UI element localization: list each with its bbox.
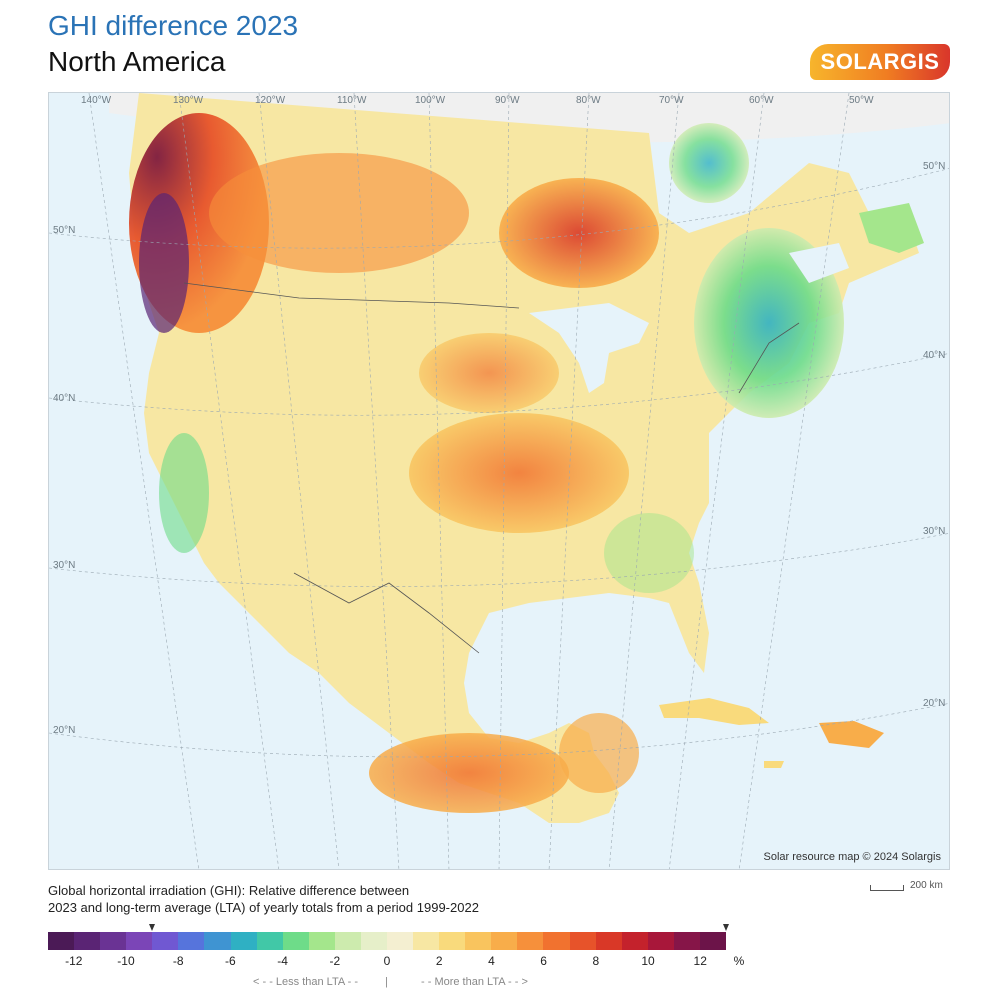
lon-label: 120°W: [255, 95, 286, 106]
scale-label: 200 km: [910, 880, 943, 891]
legend-swatch: [595, 932, 622, 950]
legend-tick-label: 0: [383, 954, 391, 968]
legend-tick-label: 4: [488, 954, 495, 968]
legend-swatch: [282, 932, 309, 950]
legend-marker: [723, 924, 729, 931]
anomaly-labrador: [669, 123, 749, 203]
legend-swatch: [647, 932, 674, 950]
legend-swatch: [439, 932, 466, 950]
legend-swatch: [204, 932, 231, 950]
lat-label: 40°N: [923, 350, 946, 361]
anomaly-california-coast: [159, 433, 209, 553]
borders: [183, 282, 800, 654]
legend-swatch: [230, 932, 257, 950]
scale-bar: 200 km: [870, 880, 943, 891]
legend-tick-label: -8: [172, 954, 184, 968]
anomaly-yucatan: [559, 713, 639, 793]
legend-tick-label: 6: [540, 954, 547, 968]
page-subtitle: North America: [48, 46, 226, 77]
legend-swatch: [413, 932, 440, 950]
legend-swatch: [334, 932, 361, 950]
legend-marker: [149, 924, 156, 931]
lon-label: 90°W: [495, 95, 520, 106]
legend-swatch: [465, 932, 492, 950]
legend-swatch: [491, 932, 518, 950]
color-legend: -12 -10 -8 -6 -4 -2 0 2 4 6 8 10 12 % < - - Less tha…: [48, 924, 744, 994]
legend-unit: %: [733, 954, 745, 968]
legend-swatch: [126, 932, 153, 950]
legend-color-bar: [48, 932, 727, 950]
legend-tick-label: 8: [592, 954, 600, 968]
map-credit: Solar resource map © 2024 Solargis: [763, 851, 941, 863]
legend-tick-label: -10: [117, 954, 135, 968]
anomaly-southeast: [604, 513, 694, 593]
lat-label: 50°N: [923, 161, 946, 172]
legend-swatch: [178, 932, 205, 950]
description-line: 2023 and long-term average (LTA) of year…: [48, 900, 479, 915]
legend-caption-more: - - More than LTA - - >: [421, 976, 528, 988]
lon-label: 130°W: [173, 95, 204, 106]
map-panel[interactable]: 140°W 130°W 120°W 110°W 100°W 90°W 80°W …: [48, 92, 950, 870]
scale-bar-line: [870, 885, 904, 891]
lon-label: 110°W: [337, 95, 367, 106]
legend-swatch: [152, 932, 179, 950]
legend-swatch: [360, 932, 388, 950]
legend-tick-label: -6: [225, 954, 236, 968]
anomaly-pacific-nw: [139, 193, 189, 333]
lat-label: 20°N: [923, 698, 946, 709]
map-description: Global horizontal irradiation (GHI): Rel…: [48, 882, 479, 916]
lon-label: 60°W: [749, 95, 774, 106]
lat-label: 40°N: [53, 393, 76, 404]
lon-label: 70°W: [659, 95, 684, 106]
anomaly-mexico: [369, 733, 569, 813]
legend-swatch: [48, 932, 75, 950]
legend-swatch: [621, 932, 648, 950]
legend-swatch: [308, 932, 335, 950]
lat-label: 20°N: [53, 725, 76, 736]
legend-swatch: [100, 932, 127, 950]
legend-swatch: [569, 932, 596, 950]
legend-tick-label: 2: [435, 954, 443, 968]
legend-swatch: [256, 932, 283, 950]
legend-swatch: [74, 932, 101, 950]
legend-swatch: [699, 932, 727, 950]
anomaly-quebec: [499, 178, 659, 288]
legend-tick-label: 10: [641, 954, 655, 968]
map-canvas: [49, 93, 949, 869]
legend-tick-label: -12: [65, 954, 83, 968]
legend-tick-label: -2: [329, 954, 341, 968]
cuba: [659, 698, 769, 725]
great-lakes: [529, 303, 649, 393]
legend-swatch: [387, 932, 414, 950]
anomaly-prairies: [209, 153, 469, 273]
gulf-st-lawrence: [789, 243, 849, 283]
graticule: [49, 93, 949, 869]
legend-caption-separator: |: [385, 976, 388, 988]
legend-tick-label: -4: [277, 954, 288, 968]
page-title: GHI difference 2023: [48, 10, 299, 41]
hispaniola: [819, 721, 884, 748]
anomaly-midwest: [409, 413, 629, 533]
newfoundland: [859, 203, 924, 253]
jamaica: [764, 761, 784, 768]
lon-label: 50°W: [849, 95, 874, 106]
legend-swatch: [543, 932, 570, 950]
lat-label: 50°N: [53, 225, 76, 236]
lon-label: 80°W: [576, 95, 601, 106]
legend-tick-label: 12: [693, 954, 707, 968]
anomaly-great-plains: [419, 333, 559, 413]
legend-swatch: [673, 932, 700, 950]
lon-label: 100°W: [415, 95, 446, 106]
lat-label: 30°N: [53, 560, 76, 571]
solargis-logo: SOLARGIS: [810, 44, 950, 80]
lon-label: 140°W: [81, 95, 112, 106]
lat-label: 30°N: [923, 526, 946, 537]
legend-caption-less: < - - Less than LTA - -: [253, 976, 359, 988]
description-line: Global horizontal irradiation (GHI): Rel…: [48, 883, 410, 898]
legend-swatch: [517, 932, 544, 950]
